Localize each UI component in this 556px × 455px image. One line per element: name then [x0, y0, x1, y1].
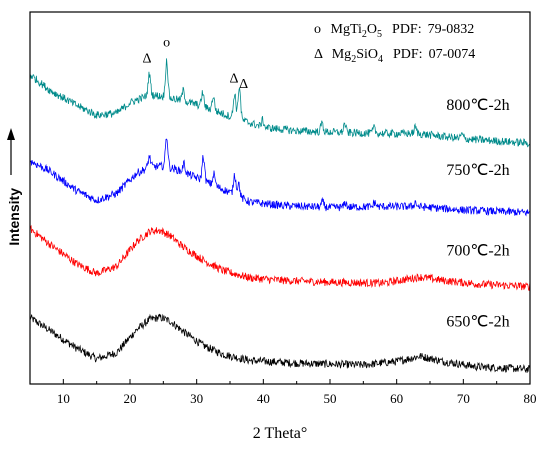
- peak-markers: ΔoΔ Δ: [142, 35, 248, 92]
- peak-marker: Δ: [239, 77, 248, 92]
- plot-frame: [29, 11, 531, 385]
- x-ticks: 10 20 30 40 50 60 70 80: [57, 379, 537, 406]
- series-line: [29, 138, 530, 217]
- series-line: [29, 224, 531, 291]
- x-tick-label: 60: [390, 391, 403, 406]
- legend-entry-2: Δ Mg2SiO4 PDF: 07-0074: [314, 47, 475, 65]
- peak-marker: Δ: [229, 72, 238, 87]
- series-label: 800℃-2h: [446, 97, 509, 114]
- series-label: 750℃-2h: [446, 162, 509, 179]
- x-tick-label: 30: [190, 391, 203, 406]
- x-tick-label: 40: [257, 391, 270, 406]
- peak-marker: o: [163, 35, 170, 50]
- series-line: [29, 313, 531, 373]
- y-axis-title: Intensity: [6, 188, 22, 246]
- y-axis-title-group: Intensity: [6, 128, 22, 246]
- legend-entry-1: o MgTi2O5 PDF: 79-0832: [314, 22, 474, 40]
- series-label: 700℃-2h: [446, 243, 509, 260]
- series-line: [29, 58, 530, 148]
- legend-entry-2-symbol: Δ: [314, 47, 323, 62]
- x-tick-label: 70: [457, 391, 470, 406]
- legend-entry-1-symbol: o: [314, 22, 321, 37]
- series-labels: 650℃-2h 700℃-2h 750℃-2h 800℃-2h: [446, 97, 509, 331]
- legend: o MgTi2O5 PDF: 79-0832 Δ Mg2SiO4 PDF: 07-007…: [314, 22, 475, 65]
- series-layer: [29, 58, 531, 373]
- x-tick-label: 80: [524, 391, 537, 406]
- x-tick-label: 50: [324, 391, 337, 406]
- series-label: 650℃-2h: [446, 314, 509, 331]
- y-axis-arrow-head: [7, 128, 15, 140]
- x-axis-title: 2 Theta°: [253, 425, 308, 442]
- peak-marker: Δ: [142, 52, 151, 67]
- x-tick-label: 10: [57, 391, 70, 406]
- x-tick-label: 20: [124, 391, 137, 406]
